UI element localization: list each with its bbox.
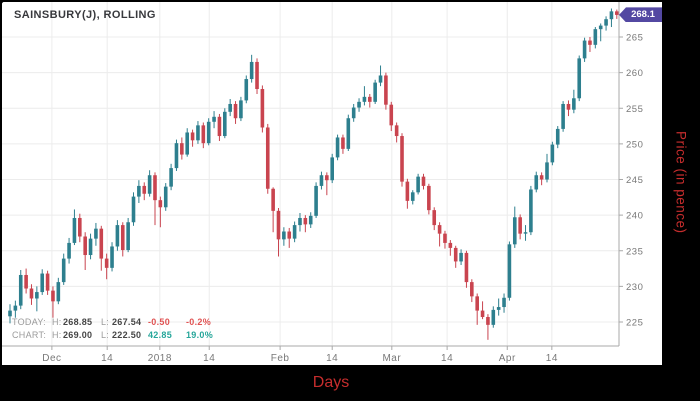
legend-chart-high-key: H: xyxy=(52,330,62,340)
legend-row-chart: CHART: H: 269.00 L: 222.50 42.85 19.0% xyxy=(12,329,228,342)
svg-text:260: 260 xyxy=(626,68,643,79)
legend-chart-label: CHART: xyxy=(12,330,47,340)
legend-today-high-value: 268.85 xyxy=(63,317,93,327)
svg-text:255: 255 xyxy=(626,104,643,115)
last-price-badge: 268.1 xyxy=(619,7,662,23)
candlestick-chart[interactable]: 225 230 235 240 245 250 255 260 265 Dec 14 2018 14 Fe… xyxy=(2,2,662,365)
svg-text:Feb: Feb xyxy=(271,353,290,364)
chart-panel: 225 230 235 240 245 250 255 260 265 Dec 14 2018 14 Fe… xyxy=(2,2,662,365)
svg-text:250: 250 xyxy=(626,139,643,150)
legend-row-today: TODAY: H: 268.85 L: 267.54 -0.50 -0.2% xyxy=(12,316,228,329)
svg-text:230: 230 xyxy=(626,282,643,293)
y-axis-title: Price (in pence) xyxy=(673,131,689,234)
svg-text:14: 14 xyxy=(101,353,113,364)
svg-text:265: 265 xyxy=(626,33,643,44)
legend-today-change-pct: -0.2% xyxy=(186,317,212,327)
x-axis-title: Days xyxy=(312,374,350,391)
svg-text:245: 245 xyxy=(626,175,643,186)
svg-text:14: 14 xyxy=(326,353,338,364)
svg-text:14: 14 xyxy=(203,353,215,364)
legend-chart-low-key: L: xyxy=(101,330,110,340)
svg-text:14: 14 xyxy=(546,353,558,364)
x-axis-title-band: Days xyxy=(0,365,662,401)
legend-chart-low-value: 222.50 xyxy=(112,330,142,340)
y-axis-title-band: Price (in pence) xyxy=(662,0,700,365)
legend-today-low-value: 267.54 xyxy=(112,317,142,327)
legend-today-low-key: L: xyxy=(101,317,110,327)
chart-legend: TODAY: H: 268.85 L: 267.54 -0.50 -0.2% C… xyxy=(12,316,228,342)
legend-chart-change: 42.85 xyxy=(148,330,173,340)
svg-text:235: 235 xyxy=(626,246,643,257)
legend-today-label: TODAY: xyxy=(12,317,46,327)
svg-text:Mar: Mar xyxy=(382,353,401,364)
legend-chart-high-value: 269.00 xyxy=(63,330,93,340)
svg-text:225: 225 xyxy=(626,318,643,329)
legend-today-change: -0.50 xyxy=(148,317,171,327)
svg-text:2018: 2018 xyxy=(148,353,172,364)
svg-text:Dec: Dec xyxy=(42,353,61,364)
legend-today-high-key: H: xyxy=(52,317,62,327)
svg-text:Apr: Apr xyxy=(499,353,516,364)
svg-text:14: 14 xyxy=(441,353,453,364)
svg-text:240: 240 xyxy=(626,211,643,222)
chart-title: SAINSBURY(J), ROLLING xyxy=(14,9,156,21)
legend-chart-change-pct: 19.0% xyxy=(186,330,214,340)
